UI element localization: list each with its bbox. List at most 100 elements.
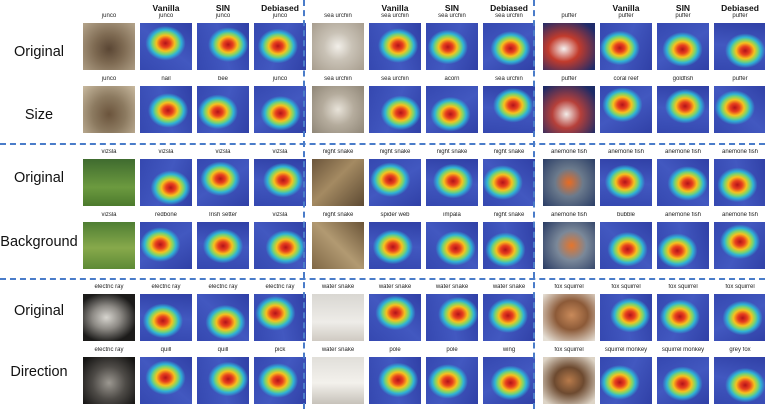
tile-caption: water snake [492,284,526,290]
heatmap-image [140,357,192,404]
heatmap-image [197,294,249,341]
column-header: Vanilla [152,3,180,13]
tile-caption: sea urchin [495,13,523,19]
panel-divider [533,0,535,409]
original-image [83,23,135,70]
tile-caption: fox squirrel [554,347,584,353]
tile-caption: Irish setter [208,212,237,218]
heatmap-image [369,23,421,70]
tile-caption: fox squirrel [725,284,755,290]
tile-caption: water snake [321,347,355,353]
tile-caption: puffer [675,13,691,19]
heatmap-image [714,357,765,404]
row-label: Original [14,170,64,186]
tile-caption: night snake [379,149,411,155]
tile-caption: fox squirrel [611,284,641,290]
tile-caption: puffer [732,13,748,19]
tile-caption: pick [274,347,286,353]
heatmap-image [254,23,306,70]
tile-caption: sea urchin [438,13,466,19]
tile-caption: goldfish [672,76,694,82]
heatmap-image [714,23,765,70]
tile-caption: vizsla [101,212,117,218]
panel-divider [303,0,305,409]
column-header: SIN [675,3,691,13]
row-label: Background [0,234,78,250]
tile-caption: vizsla [272,212,288,218]
tile-caption: vizsla [158,149,174,155]
heatmap-image [197,159,249,206]
heatmap-image [140,159,192,206]
row-label: Original [14,303,64,319]
section-divider [0,143,765,145]
tile-caption: vizsla [215,149,231,155]
tile-caption: redbone [154,212,178,218]
heatmap-image [600,222,652,269]
heatmap-image [369,357,421,404]
tile-caption: junco [215,13,231,19]
column-header: Vanilla [381,3,409,13]
heatmap-image [600,86,652,133]
heatmap-image [657,357,709,404]
tile-caption: impala [443,212,461,218]
tile-caption: night snake [493,149,525,155]
heatmap-image [657,294,709,341]
column-header: SIN [215,3,231,13]
heatmap-image [714,222,765,269]
original-image [312,159,364,206]
heatmap-image [197,23,249,70]
original-image [312,222,364,269]
tile-caption: squirrel monkey [661,347,705,353]
tile-caption: junco [158,13,174,19]
tile-caption: anemone fish [664,212,702,218]
heatmap-image [369,159,421,206]
tile-caption: night snake [436,149,468,155]
heatmap-image [657,86,709,133]
tile-caption: coral reef [613,76,639,82]
tile-caption: acorn [444,76,460,82]
tile-caption: spider web [380,212,410,218]
tile-caption: junco [101,76,117,82]
heatmap-image [483,294,535,341]
heatmap-image [197,86,249,133]
original-image [543,294,595,341]
heatmap-image [600,23,652,70]
tile-caption: grey fox [729,347,751,353]
original-image [543,357,595,404]
heatmap-image [714,159,765,206]
tile-caption: vizsla [101,149,117,155]
tile-caption: anemone fish [550,212,588,218]
heatmap-image [600,159,652,206]
heatmap-image [426,159,478,206]
heatmap-image [483,86,535,133]
heatmap-image [197,357,249,404]
heatmap-image [483,23,535,70]
tile-caption: junco [272,76,288,82]
tile-caption: fox squirrel [554,284,584,290]
heatmap-image [140,23,192,70]
heatmap-image [483,222,535,269]
tile-caption: anemone fish [550,149,588,155]
tile-caption: fox squirrel [668,284,698,290]
heatmap-image [254,222,306,269]
column-header: Debiased [261,3,299,13]
tile-caption: sea urchin [324,13,352,19]
heatmap-image [426,294,478,341]
tile-caption: junco [101,13,117,19]
original-image [83,159,135,206]
original-image [312,294,364,341]
heatmap-image [483,357,535,404]
column-header: Vanilla [612,3,640,13]
heatmap-image [254,294,306,341]
tile-caption: pole [389,347,401,353]
heatmap-image [140,86,192,133]
tile-caption: water snake [378,284,412,290]
heatmap-image [369,86,421,133]
tile-caption: water snake [435,284,469,290]
heatmap-image [254,159,306,206]
tile-caption: electric ray [208,284,238,290]
original-image [312,357,364,404]
tile-caption: bubble [616,212,636,218]
heatmap-image [600,294,652,341]
heatmap-image [426,86,478,133]
